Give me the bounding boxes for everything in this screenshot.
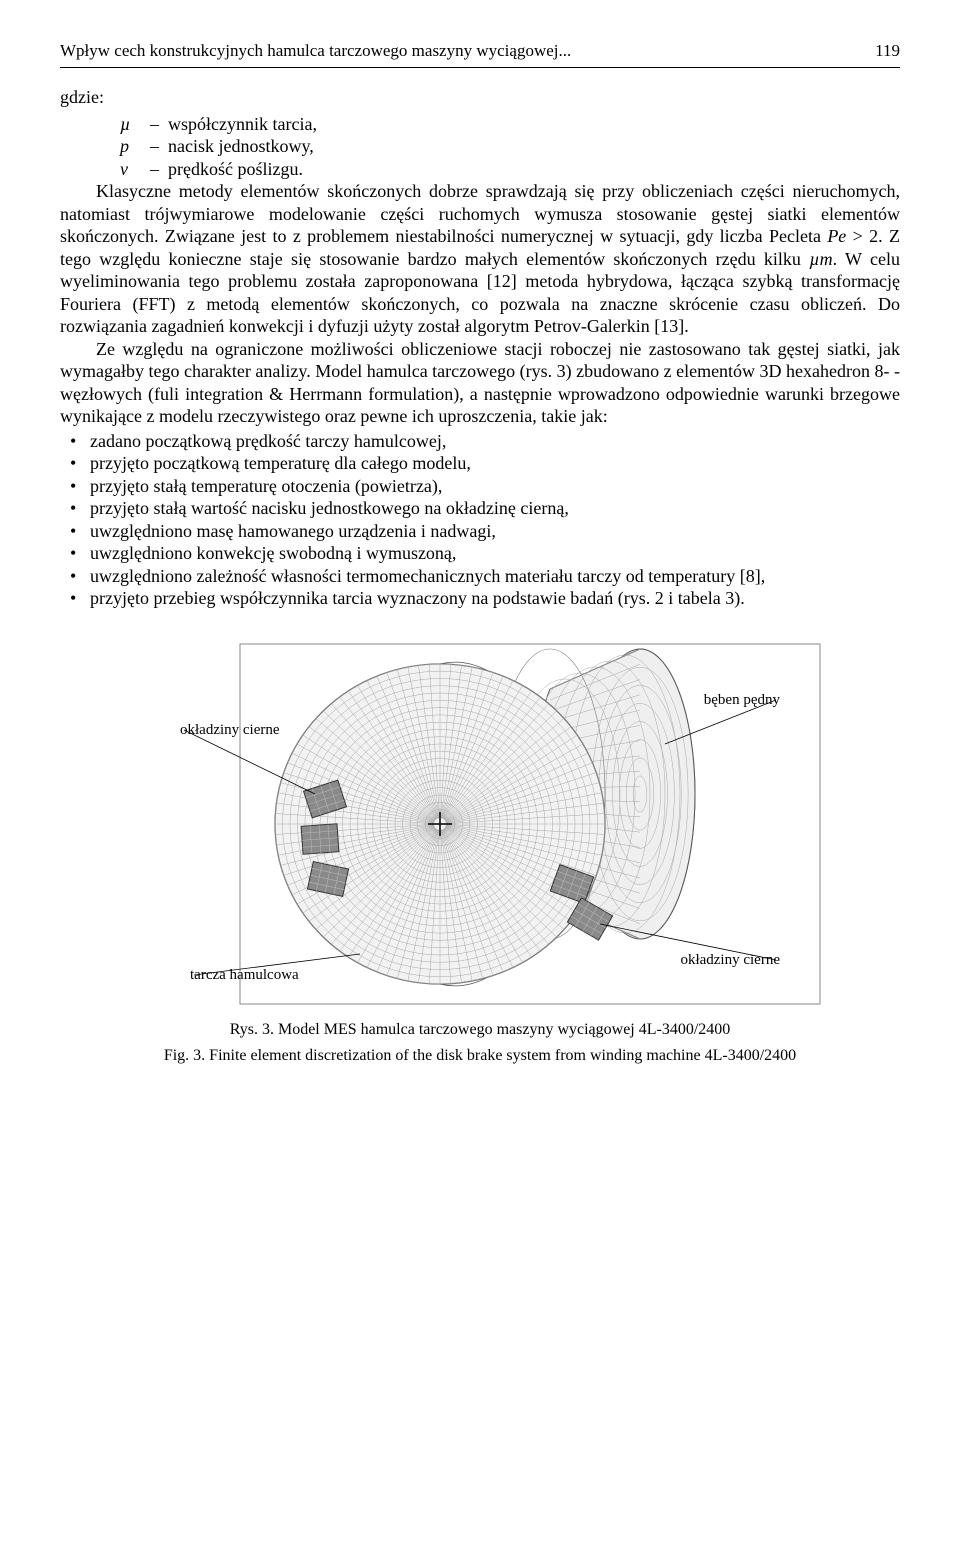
def-symbol: v: [120, 158, 150, 181]
def-text: współczynnik tarcia,: [168, 113, 317, 136]
list-item: przyjęto stałą wartość nacisku jednostko…: [70, 497, 900, 520]
def-dash: –: [150, 158, 168, 181]
def-row: v – prędkość poślizgu.: [120, 158, 900, 181]
list-item: przyjęto przebieg współczynnika tarcia w…: [70, 587, 900, 610]
svg-text:tarcza hamulcowa: tarcza hamulcowa: [190, 967, 299, 983]
list-item: zadano początkową prędkość tarczy hamulc…: [70, 430, 900, 453]
def-symbol: µ: [120, 113, 150, 136]
def-symbol: p: [120, 135, 150, 158]
running-title: Wpływ cech konstrukcyjnych hamulca tarcz…: [60, 40, 571, 61]
def-dash: –: [150, 113, 168, 136]
svg-text:okładziny cierne: okładziny cierne: [180, 722, 280, 738]
figure-3: okładziny cierne bęben pędny okładziny cie…: [60, 634, 900, 1066]
list-item: uwzględniono konwekcję swobodną i wymusz…: [70, 542, 900, 565]
where-label: gdzie:: [60, 86, 900, 109]
svg-text:okładziny cierne: okładziny cierne: [680, 952, 780, 968]
def-row: p – nacisk jednostkowy,: [120, 135, 900, 158]
list-item: przyjęto początkową temperaturę dla całe…: [70, 452, 900, 475]
paragraph-2: Ze względu na ograniczone możliwości obl…: [60, 338, 900, 428]
list-item: uwzględniono masę hamowanego urządzenia …: [70, 520, 900, 543]
paragraph-1: Klasyczne metody elementów skończonych d…: [60, 180, 900, 338]
def-text: prędkość poślizgu.: [168, 158, 303, 181]
figure-3-svg: okładziny cierne bęben pędny okładziny cie…: [120, 634, 840, 1014]
svg-text:bęben pędny: bęben pędny: [704, 692, 781, 708]
header-rule: [60, 67, 900, 68]
page-number: 119: [875, 40, 900, 61]
list-item: przyjęto stałą temperaturę otoczenia (po…: [70, 475, 900, 498]
def-text: nacisk jednostkowy,: [168, 135, 314, 158]
figure-caption-en: Fig. 3. Finite element discretization of…: [60, 1046, 900, 1066]
assumptions-list: zadano początkową prędkość tarczy hamulc…: [60, 430, 900, 610]
symbol-definitions: µ – współczynnik tarcia, p – nacisk jedn…: [60, 113, 900, 181]
list-item: uwzględniono zależność własności termome…: [70, 565, 900, 588]
running-header: Wpływ cech konstrukcyjnych hamulca tarcz…: [60, 40, 900, 61]
def-row: µ – współczynnik tarcia,: [120, 113, 900, 136]
figure-caption-pl: Rys. 3. Model MES hamulca tarczowego mas…: [60, 1020, 900, 1040]
def-dash: –: [150, 135, 168, 158]
